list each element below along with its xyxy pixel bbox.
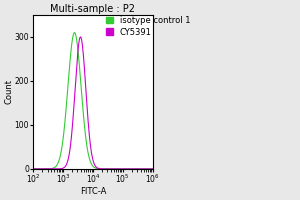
Title: Multi-sample : P2: Multi-sample : P2 [50,4,136,14]
Legend: isotype control 1, CY5391: isotype control 1, CY5391 [106,16,190,37]
Y-axis label: Count: Count [4,79,13,104]
X-axis label: FITC-A: FITC-A [80,187,106,196]
